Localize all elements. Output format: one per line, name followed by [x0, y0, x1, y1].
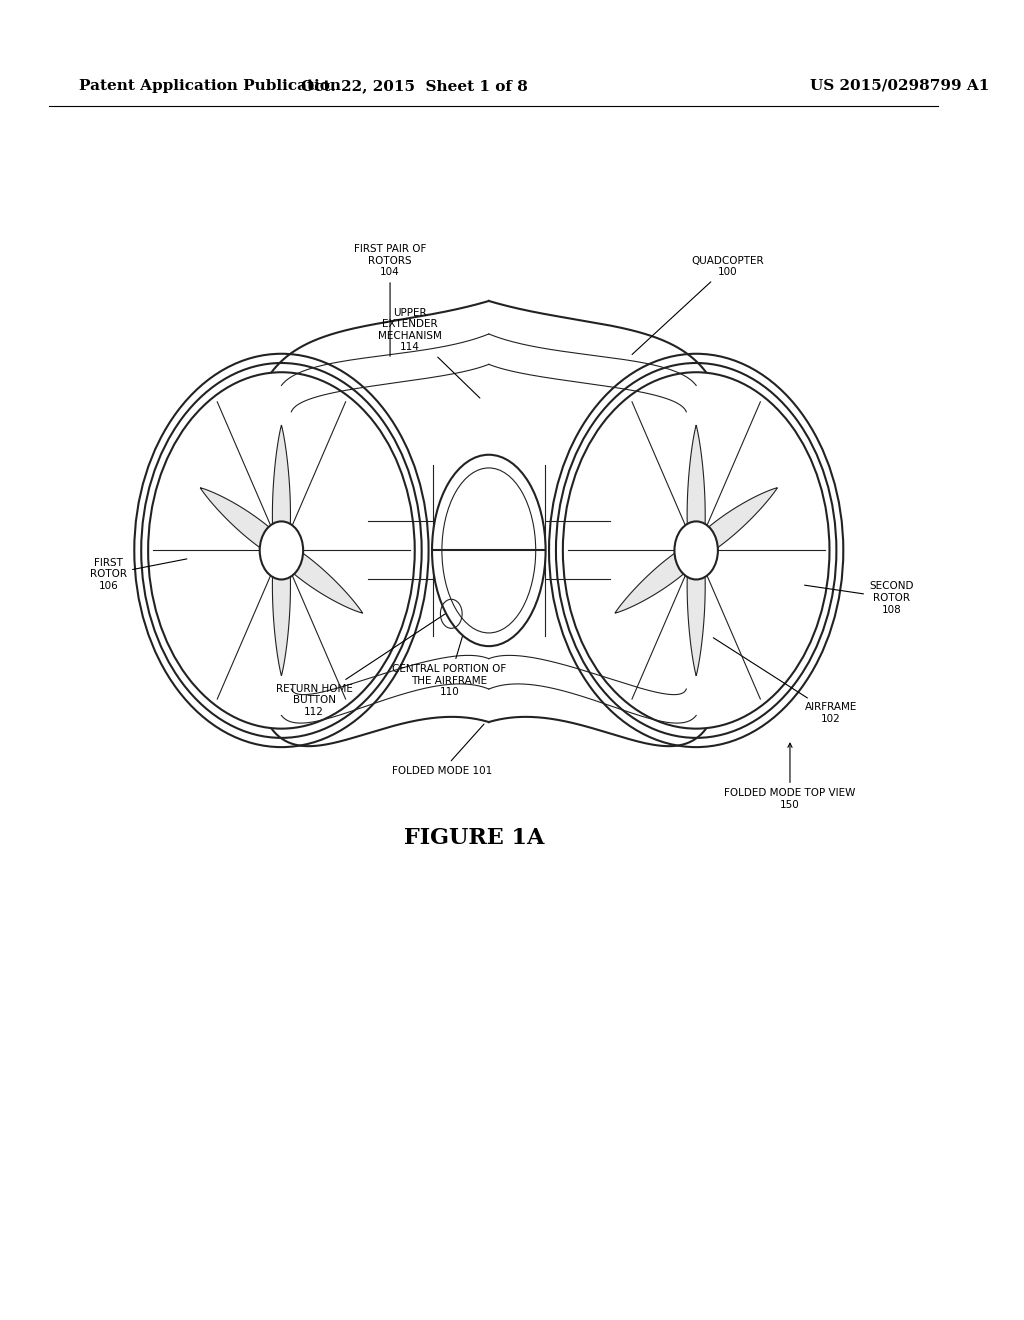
Text: UPPER
EXTENDER
MECHANISM
114: UPPER EXTENDER MECHANISM 114 [378, 308, 480, 399]
Text: FIRST
ROTOR
106: FIRST ROTOR 106 [90, 557, 186, 591]
Text: FIGURE 1A: FIGURE 1A [403, 828, 544, 849]
Text: FIRST PAIR OF
ROTORS
104: FIRST PAIR OF ROTORS 104 [354, 244, 426, 356]
Polygon shape [200, 488, 285, 558]
Text: Patent Application Publication: Patent Application Publication [79, 79, 341, 92]
Text: SECOND
ROTOR
108: SECOND ROTOR 108 [805, 581, 913, 615]
Text: QUADCOPTER
100: QUADCOPTER 100 [632, 256, 764, 355]
Text: US 2015/0298799 A1: US 2015/0298799 A1 [810, 79, 989, 92]
Text: FOLDED MODE 101: FOLDED MODE 101 [392, 725, 493, 776]
Polygon shape [687, 550, 706, 676]
Text: Oct. 22, 2015  Sheet 1 of 8: Oct. 22, 2015 Sheet 1 of 8 [301, 79, 528, 92]
Polygon shape [687, 425, 706, 550]
Polygon shape [272, 550, 291, 676]
Text: FOLDED MODE TOP VIEW
150: FOLDED MODE TOP VIEW 150 [724, 743, 856, 809]
Circle shape [675, 521, 718, 579]
Polygon shape [692, 488, 777, 558]
Text: CENTRAL PORTION OF
THE AIRFRAME
110: CENTRAL PORTION OF THE AIRFRAME 110 [392, 550, 507, 697]
Ellipse shape [432, 454, 546, 647]
Polygon shape [272, 425, 291, 550]
Polygon shape [278, 543, 362, 614]
Text: RETURN HOME
BUTTON
112: RETURN HOME BUTTON 112 [275, 612, 447, 717]
Circle shape [260, 521, 303, 579]
Text: AIRFRAME
102: AIRFRAME 102 [714, 638, 857, 723]
Polygon shape [615, 543, 699, 612]
